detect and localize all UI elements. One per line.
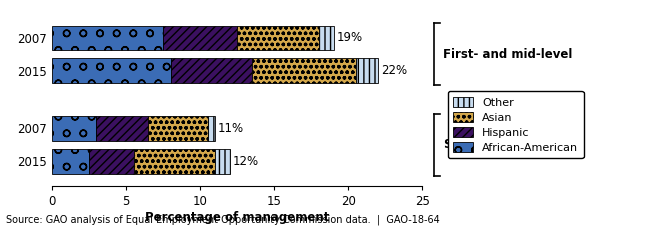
X-axis label: Percentage of management: Percentage of management (145, 211, 330, 224)
Bar (133, 149, 215, 174)
Bar (252, 59, 356, 83)
Bar (163, 26, 237, 50)
Bar (318, 26, 333, 50)
Bar (237, 26, 318, 50)
Legend: Other, Asian, Hispanic, African-American: Other, Asian, Hispanic, African-American (448, 91, 584, 158)
Text: 22%: 22% (381, 64, 407, 77)
Bar (52, 26, 163, 50)
Bar (356, 59, 378, 83)
Text: Source: GAO analysis of Equal Employment Opportunity Commission data.  |  GAO-18: Source: GAO analysis of Equal Employment… (6, 214, 440, 225)
Bar (207, 116, 215, 141)
Bar (89, 149, 133, 174)
Bar (52, 59, 170, 83)
Bar (96, 116, 148, 141)
Bar (52, 149, 89, 174)
Bar (215, 149, 230, 174)
Bar (52, 116, 96, 141)
Bar (170, 59, 252, 83)
Text: 12%: 12% (233, 155, 259, 168)
Bar (148, 116, 207, 141)
Text: 19%: 19% (337, 31, 363, 44)
Text: Senior-level: Senior-level (443, 138, 523, 151)
Text: First- and mid-level: First- and mid-level (443, 48, 573, 61)
Text: 11%: 11% (218, 122, 244, 135)
